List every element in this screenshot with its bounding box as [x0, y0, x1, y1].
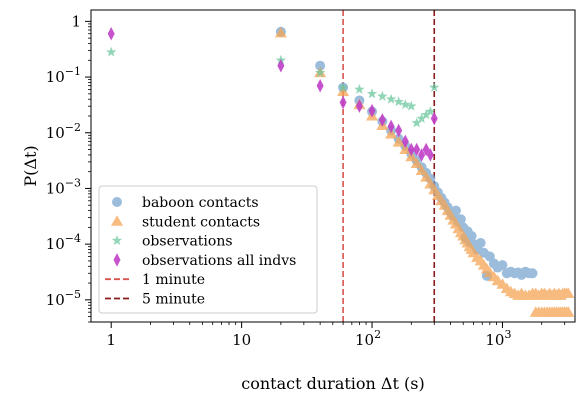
y-axis-label: P(Δt): [21, 145, 40, 186]
legend: baboon contacts student contacts observati…: [98, 185, 318, 314]
point-observations: [314, 67, 326, 78]
point-observations: [366, 88, 378, 99]
point-observations-all-indvs: [426, 148, 434, 162]
point-observations: [420, 109, 432, 120]
y-tick-label: 10−1: [46, 65, 81, 86]
point-observations-all-indvs: [355, 99, 363, 113]
point-baboon-contacts: [497, 260, 508, 271]
x-tick-label: 10: [232, 331, 251, 349]
point-baboon-contacts: [527, 268, 538, 279]
point-observations: [425, 106, 436, 117]
point-observations: [406, 100, 417, 111]
point-observations-all-indvs: [401, 134, 409, 149]
legend-label: 5 minute: [142, 292, 205, 308]
legend-item-baboon-contacts: baboon contacts: [112, 195, 259, 211]
legend-item-observations: observations: [111, 234, 233, 250]
point-baboon-contacts: [455, 214, 466, 225]
x-tick-label: 1: [106, 331, 116, 349]
point-observations: [393, 96, 404, 107]
y-tick-label: 10−2: [46, 121, 81, 142]
point-observations: [105, 46, 117, 57]
point-baboon-contacts: [315, 60, 326, 71]
legend-item-student-contacts: student contacts: [111, 214, 260, 230]
point-observations: [429, 81, 440, 92]
point-observations-all-indvs: [378, 113, 386, 127]
point-observations: [337, 81, 349, 92]
point-observations-all-indvs: [277, 58, 285, 73]
point-observations-all-indvs: [413, 142, 421, 157]
y-tick-label: 10−4: [46, 232, 81, 253]
point-student-contacts: [274, 26, 287, 38]
legend-item-5-minute: 5 minute: [105, 292, 205, 308]
series-student-contacts: [274, 26, 575, 317]
x-tick-label: 103: [485, 328, 511, 349]
point-student-contacts: [420, 171, 433, 182]
point-student-contacts: [562, 306, 575, 317]
legend-marker-observations: [111, 235, 123, 246]
legend-item-1-minute: 1 minute: [105, 272, 205, 288]
legend-marker-observations-all-indvs: [113, 253, 121, 267]
point-student-contacts: [562, 287, 575, 298]
axis-ticks: 1 10 102 103 1 10−1 10−2 10−3 10−4 10−5: [46, 12, 566, 349]
legend-item-observations-all-indvs: observations all indvs: [113, 253, 296, 269]
legend-marker-baboon-contacts: [112, 197, 122, 207]
point-baboon-contacts: [466, 231, 477, 242]
legend-label: baboon contacts: [142, 195, 259, 211]
point-student-contacts: [392, 136, 405, 147]
point-observations-all-indvs: [339, 95, 347, 110]
point-observations: [377, 90, 388, 101]
point-observations: [385, 93, 397, 104]
point-observations-all-indvs: [387, 119, 395, 134]
point-baboon-contacts: [450, 205, 461, 216]
y-tick-label: 1: [71, 12, 81, 30]
legend-marker-student-contacts: [111, 215, 123, 226]
point-student-contacts: [415, 164, 428, 176]
point-student-contacts: [399, 143, 412, 155]
y-tick-label: 10−5: [46, 288, 81, 309]
legend-label: student contacts: [142, 214, 260, 230]
plot-series: [105, 26, 575, 317]
legend-label: observations all indvs: [142, 253, 296, 269]
point-observations: [416, 113, 427, 123]
x-axis-label: contact duration Δt (s): [241, 374, 424, 393]
point-baboon-contacts: [475, 237, 486, 248]
point-student-contacts: [337, 85, 350, 97]
point-observations-all-indvs: [368, 103, 376, 118]
point-observations-all-indvs: [418, 148, 426, 162]
point-observations-all-indvs: [107, 26, 115, 41]
point-student-contacts: [410, 157, 423, 169]
legend-label: observations: [142, 234, 233, 250]
x-tick-label: 102: [355, 328, 381, 349]
series-observations: [105, 46, 440, 128]
point-observations-all-indvs: [395, 123, 403, 138]
y-tick-label: 10−3: [46, 176, 81, 197]
point-observations-all-indvs: [316, 78, 324, 93]
point-observations-all-indvs: [430, 111, 438, 126]
point-observations: [411, 117, 422, 128]
point-observations: [400, 99, 411, 110]
point-observations: [354, 83, 365, 94]
reference-lines: [342, 10, 436, 322]
legend-label: 1 minute: [142, 272, 205, 288]
point-observations-all-indvs: [407, 142, 415, 157]
legend-box: [98, 185, 318, 314]
series-observations-all-indvs: [107, 26, 438, 162]
point-student-contacts: [385, 127, 398, 139]
